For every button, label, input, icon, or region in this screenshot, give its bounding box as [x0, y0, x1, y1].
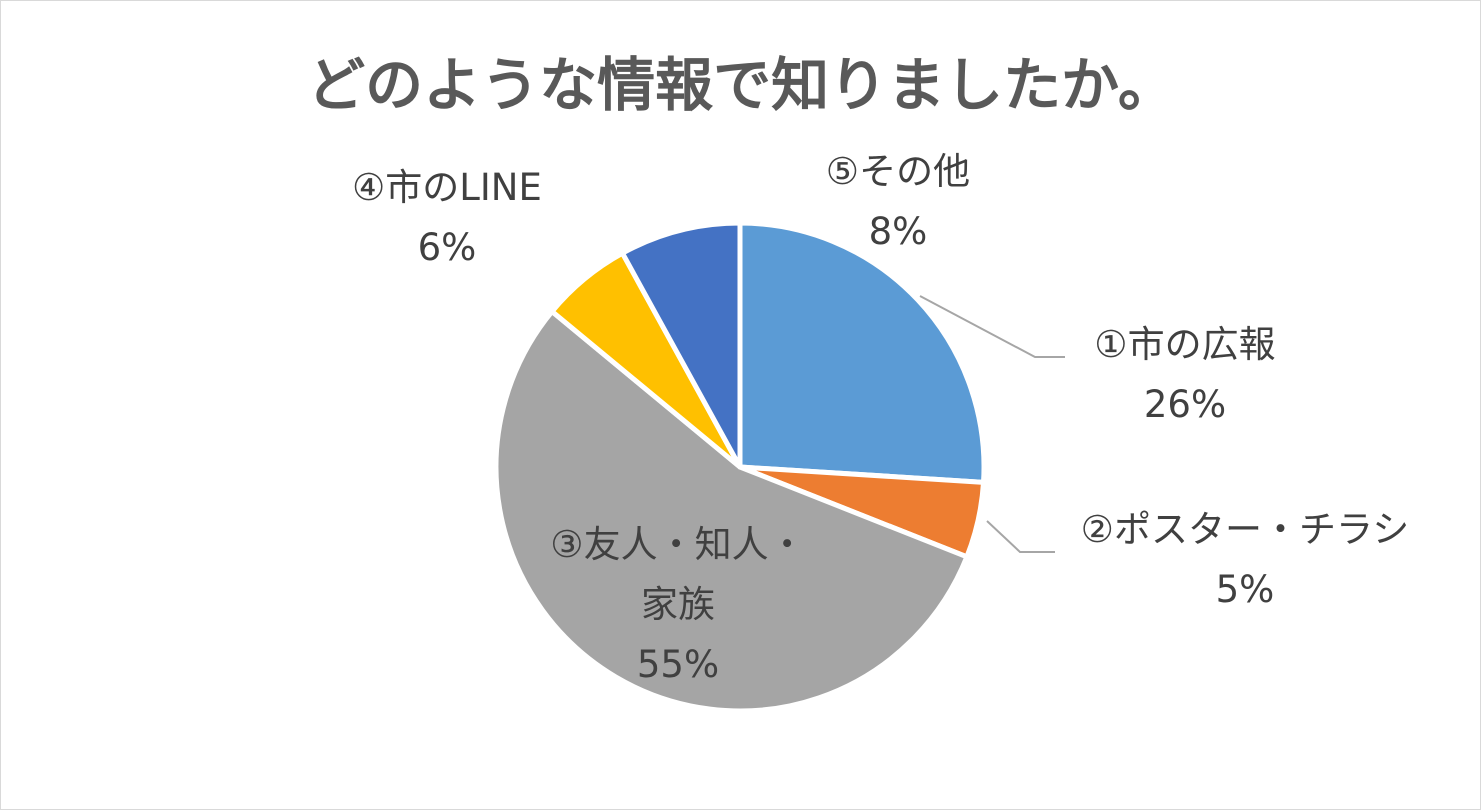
- pie-slice-shiho: [737, 220, 987, 485]
- leader-line-shiho: [919, 295, 1065, 358]
- slice-percent-shiho: 26%: [1144, 383, 1226, 426]
- slice-label-friends-line-2: 家族: [641, 583, 715, 626]
- leader-lines: [919, 295, 1065, 553]
- slice-label-shiho: ①市の広報: [1094, 323, 1275, 366]
- slice-label-poster: ②ポスター・チラシ: [1081, 508, 1409, 551]
- pie-slice-friends: [493, 308, 970, 714]
- slice-label-friends-line-1: ③友人・知人・: [550, 523, 805, 566]
- slice-label-line: ④市のLINE: [352, 166, 542, 209]
- slice-percent-poster: 5%: [1216, 568, 1275, 611]
- slice-label-other: ⑤その他: [826, 150, 970, 193]
- chart-title: どのような情報で知りましたか。: [307, 51, 1176, 119]
- leader-line-poster: [986, 520, 1055, 553]
- slice-percent-friends: 55%: [637, 643, 719, 686]
- data-labels: ①市の広報 26% ②ポスター・チラシ 5% ③友人・知人・家族 55% ④市のLINE 6%…: [352, 150, 1409, 686]
- slice-percent-other: 8%: [869, 210, 928, 253]
- pie-slice-other: [619, 220, 743, 470]
- pie-slices: [493, 220, 987, 714]
- slice-percent-line: 6%: [418, 226, 477, 269]
